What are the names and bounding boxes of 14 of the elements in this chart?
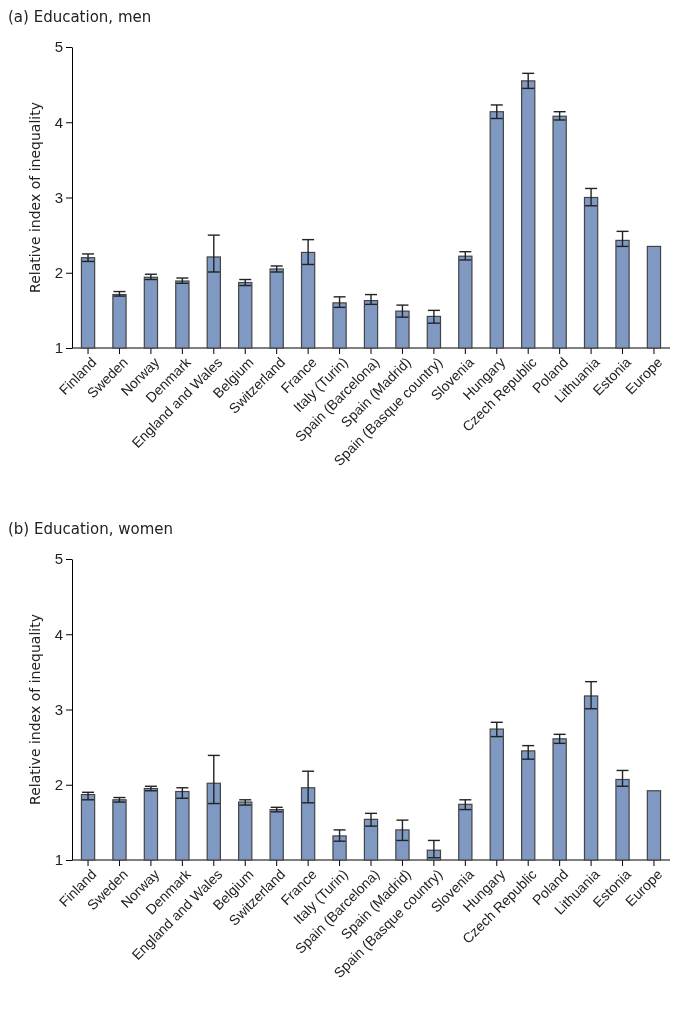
y-tick-label: 5 [54,38,63,56]
y-tick-label: 4 [54,113,63,131]
y-axis-title: Relative index of inequality [27,614,43,805]
y-tick-label: 4 [54,625,63,643]
y-tick-label: 1 [54,851,63,869]
chart-title: (b) Education, women [8,520,173,538]
chart-title: (a) Education, men [8,8,152,26]
y-tick-label: 5 [54,550,63,568]
y-tick-label: 1 [54,339,63,357]
y-tick-label: 2 [54,264,63,282]
y-tick-label: 3 [54,700,63,718]
y-tick-label: 3 [54,188,63,206]
y-tick-label: 2 [54,776,63,794]
y-axis-title: Relative index of inequality [27,102,43,293]
